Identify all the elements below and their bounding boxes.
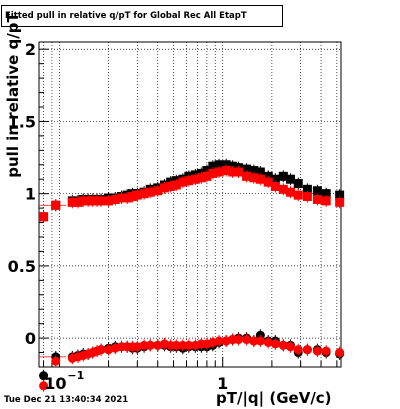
data-point-circle [153,340,163,350]
data-point-circle [270,339,280,349]
data-point-square [335,197,345,207]
data-point-square [293,190,303,200]
data-point-circle [242,335,252,345]
data-point-square [166,181,176,191]
x-tick-label-base: 10 [44,374,66,393]
data-point-circle [293,345,303,355]
data-point-circle [285,342,295,352]
data-point-square [184,176,194,186]
y-axis-label: pull in relative q/pT [4,12,22,178]
data-point-square [190,174,200,184]
reference-lines [39,204,67,358]
data-point-square [196,173,206,183]
data-point-square [122,193,132,203]
y-tick-label: 1 [25,185,36,204]
data-point-square [178,177,188,187]
timestamp: Tue Dec 21 13:40:34 2021 [4,395,129,405]
data-point-square [214,167,224,177]
data-point-square [171,180,181,190]
data-point-circle [214,336,224,346]
data-point-circle [39,381,49,391]
data-point-circle [171,340,181,350]
data-point-circle [335,348,345,358]
data-point-square [285,187,295,197]
data-point-circle [39,371,49,381]
data-point-square [208,168,218,178]
data-point-square [312,194,322,204]
data-markers [39,158,345,392]
data-point-circle [302,345,312,355]
data-point-square [127,192,137,202]
data-point-square [285,174,295,184]
data-point-square [321,189,331,199]
data-point-square [202,171,212,181]
grid [39,42,341,367]
data-point-square [132,190,142,200]
data-point-square [116,193,126,203]
data-point-square [255,174,265,184]
data-point-square [335,190,345,200]
data-point-square [104,196,114,206]
data-point-square [249,173,259,183]
data-point-square [302,184,312,194]
data-point-square [293,179,303,189]
data-point-circle [312,346,322,356]
data-point-square [67,197,77,207]
data-point-circle [278,340,288,350]
x-axis-label: pT/|q| (GeV/c) [216,389,332,407]
data-point-square [234,167,244,177]
data-point-square [96,196,106,206]
data-point-square [263,177,273,187]
data-point-square [228,167,238,177]
x-tick-label: 1 [217,374,228,393]
data-point-circle [132,342,142,352]
data-point-square [270,174,280,184]
data-point-square [321,196,331,206]
y-tick-label: 0.5 [8,257,36,276]
data-point-circle [139,340,149,350]
y-tick-label: 1.5 [8,112,36,131]
axis-ticks [39,48,338,368]
data-point-square [302,192,312,202]
data-point-circle [249,336,259,346]
data-point-square [278,171,288,181]
data-point-circle [263,337,273,347]
data-point-circle [234,335,244,345]
data-point-square [78,196,88,206]
data-point-circle [96,345,106,355]
data-point-square [242,171,252,181]
data-point-square [73,197,83,207]
data-point-square [159,183,169,193]
data-point-square [110,194,120,204]
data-point-square [242,164,252,174]
x-tick-label-exponent: −1 [67,369,84,382]
y-tick-label: 0 [25,329,36,348]
data-point-square [153,186,163,196]
data-point-circle [51,356,61,366]
plot-title: Fitted pull in relative q/pT for Global … [1,5,283,27]
data-point-square [214,160,224,170]
data-point-square [278,184,288,194]
data-point-square [255,167,265,177]
data-point-circle [321,346,331,356]
data-point-circle [255,336,265,346]
data-point-circle [104,345,114,355]
data-point-square [51,200,61,210]
data-point-square [221,166,231,176]
data-point-square [208,161,218,171]
data-point-square [83,196,93,206]
y-tick-label: 2 [25,40,36,59]
data-point-circle [145,340,155,350]
data-point-circle [184,340,194,350]
tick-labels: 0 0.5 1 1.5 2 10 −1 1 [8,40,229,393]
data-point-square [39,212,49,222]
data-point-square [312,186,322,196]
data-point-square [270,181,280,191]
data-point-square [145,187,155,197]
data-point-square [249,166,259,176]
data-point-square [139,189,149,199]
